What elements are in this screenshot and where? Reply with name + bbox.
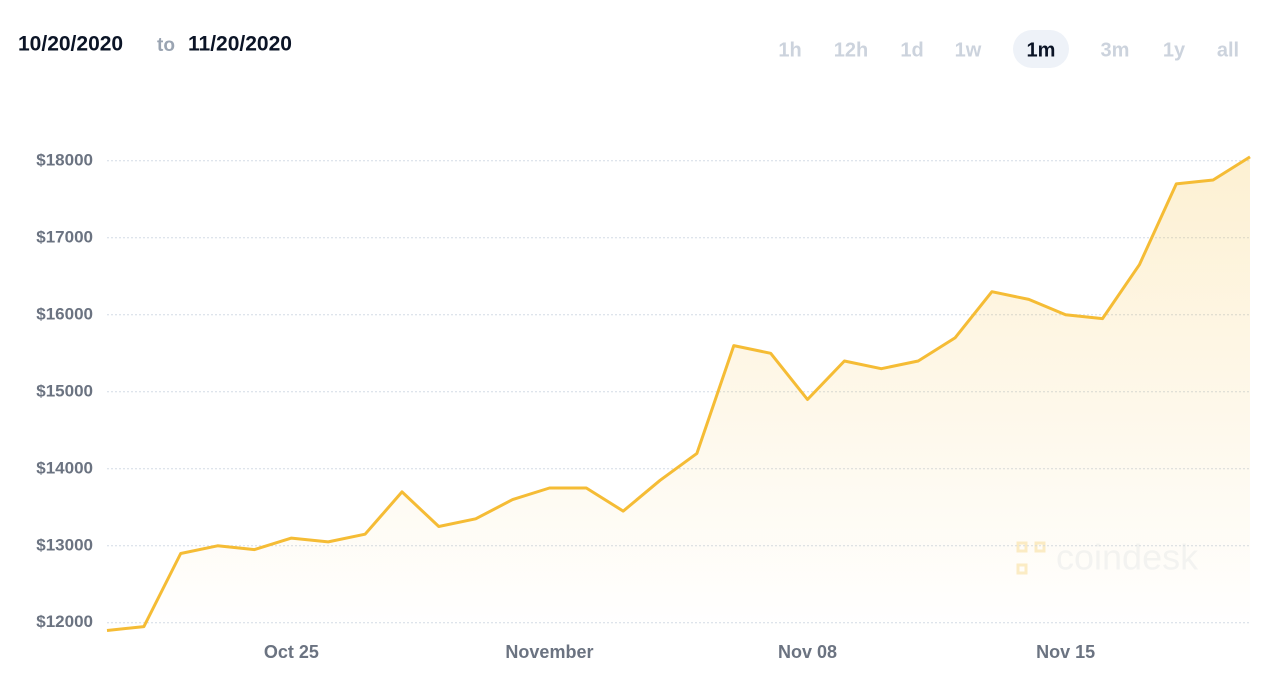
range-active-bg [1013, 30, 1069, 68]
range-button[interactable]: 12h [834, 39, 868, 61]
x-tick-label: November [505, 642, 593, 662]
y-tick-label: $13000 [36, 535, 93, 554]
y-tick-label: $18000 [36, 150, 93, 169]
y-tick-label: $12000 [36, 612, 93, 631]
y-tick-label: $16000 [36, 304, 93, 323]
range-button[interactable]: 1d [900, 39, 923, 61]
y-tick-label: $17000 [36, 227, 93, 246]
range-button[interactable]: 1h [778, 39, 801, 61]
range-selector: 1h 12h 1d 1w 1m 3m 1y all [778, 30, 1239, 68]
price-area [107, 156, 1250, 632]
y-tick-label: $14000 [36, 458, 93, 477]
x-tick-label: Oct 25 [264, 642, 319, 662]
range-button[interactable]: 1y [1163, 39, 1186, 61]
range-button[interactable]: all [1217, 39, 1239, 61]
range-button[interactable]: 1w [955, 39, 982, 61]
x-tick-label: Nov 08 [778, 642, 837, 662]
x-tick-label: Nov 15 [1036, 642, 1095, 662]
price-line [106, 155, 1251, 632]
date-until: 11/20/2020 [188, 33, 292, 56]
y-tick-label: $15000 [36, 381, 93, 400]
range-button[interactable]: 1m [1027, 39, 1056, 61]
range-button[interactable]: 3m [1101, 39, 1130, 61]
date-separator: to [157, 35, 175, 56]
date-from: 10/20/2020 [18, 33, 123, 56]
